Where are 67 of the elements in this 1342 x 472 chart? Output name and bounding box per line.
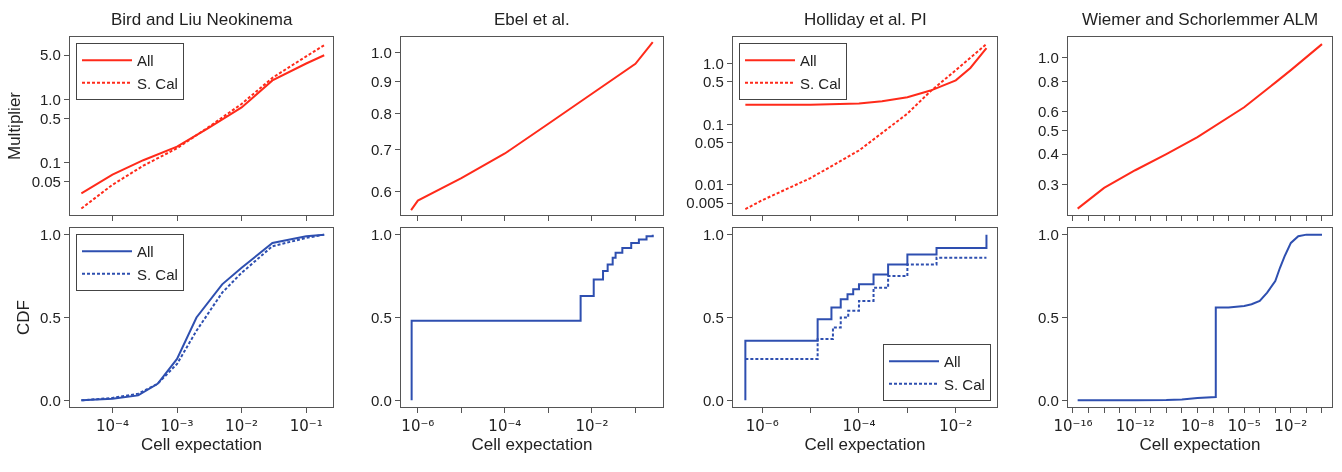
x-tick-label: 10⁻⁴ (95, 417, 129, 436)
x-tick-label: 10⁻² (225, 417, 259, 436)
y-tick-label: 0.6 (371, 182, 392, 200)
y-tick-label: 0.7 (371, 140, 392, 158)
y-tick-label: 1.0 (40, 225, 61, 243)
y-tick-label: 1.0 (703, 225, 724, 243)
y-tick-label: 0.8 (1038, 72, 1059, 90)
chart-title: Bird and Liu Neokinema (111, 10, 293, 29)
y-tick-label: 0.0 (40, 391, 61, 409)
y-tick-label: 0.0 (371, 391, 392, 409)
y-tick-label: 1.0 (371, 225, 392, 243)
legend-label: S. Cal (137, 74, 178, 92)
chart-title: Wiemer and Schorlemmer ALM (1082, 10, 1319, 29)
x-tick-label: 10⁻² (939, 417, 973, 436)
y-tick-label: 0.01 (694, 176, 724, 194)
y-tick-label: 0.05 (31, 173, 61, 191)
x-tick-label: 10⁻⁸ (1180, 417, 1214, 436)
y-tick-label: 0.0 (1038, 391, 1059, 409)
x-axis-title: Cell expectation (1139, 435, 1261, 455)
chart-title: Holliday et al. PI (804, 10, 927, 29)
y-tick-label: 5.0 (40, 46, 61, 64)
chart-title: Ebel et al. (494, 10, 570, 29)
legend-label: All (137, 52, 154, 70)
y-tick-label: 0.3 (1038, 175, 1059, 193)
y-tick-label: 0.5 (703, 308, 724, 326)
y-tick-label: 0.5 (1038, 308, 1059, 326)
legend-label: S. Cal (944, 375, 985, 393)
y-tick-label: 0.5 (40, 109, 61, 127)
y-tick-label: 1.0 (371, 44, 392, 62)
y-tick-label: 1.0 (703, 54, 724, 72)
y-tick-label: 0.05 (694, 133, 724, 151)
y-tick-label: 0.8 (371, 104, 392, 122)
legend-label: S. Cal (800, 74, 841, 92)
y-tick-label: 0.5 (371, 308, 392, 326)
x-tick-label: 10⁻⁴ (488, 417, 522, 436)
legend-label: S. Cal (137, 265, 178, 283)
x-tick-label: 10⁻¹² (1115, 417, 1155, 436)
legend-label: All (137, 243, 154, 261)
y-tick-label: 0.0 (703, 391, 724, 409)
y-tick-label: 0.1 (40, 154, 61, 172)
y-tick-label: 0.9 (371, 72, 392, 90)
x-tick-label: 10⁻¹⁶ (1053, 417, 1093, 436)
x-axis-title: Cell expectation (141, 435, 262, 455)
x-tick-label: 10⁻⁶ (745, 417, 779, 436)
x-tick-label: 10⁻⁴ (842, 417, 876, 436)
y-tick-label: 1.0 (40, 90, 61, 108)
y-tick-label: 0.5 (40, 308, 61, 326)
y-tick-label: 0.005 (686, 194, 724, 212)
x-tick-label: 10⁻⁵ (1227, 417, 1261, 436)
x-tick-label: 10⁻⁶ (401, 417, 435, 436)
y-axis-title: CDF (13, 300, 33, 335)
x-axis-title: Cell expectation (804, 435, 926, 455)
y-axis-title: Multiplier (5, 91, 25, 161)
x-tick-label: 10⁻² (1274, 417, 1308, 436)
x-axis-title: Cell expectation (471, 435, 593, 455)
x-tick-label: 10⁻¹ (289, 417, 323, 436)
y-tick-label: 0.5 (703, 73, 724, 91)
y-tick-label: 0.1 (703, 115, 724, 133)
x-tick-label: 10⁻² (575, 417, 609, 436)
y-tick-label: 0.6 (1038, 102, 1059, 120)
y-tick-label: 0.4 (1038, 145, 1059, 163)
legend-label: All (800, 52, 817, 70)
x-tick-label: 10⁻³ (160, 417, 194, 436)
y-tick-label: 0.5 (1038, 121, 1059, 139)
y-tick-label: 1.0 (1038, 225, 1059, 243)
y-tick-label: 1.0 (1038, 49, 1059, 67)
legend-label: All (944, 353, 961, 371)
